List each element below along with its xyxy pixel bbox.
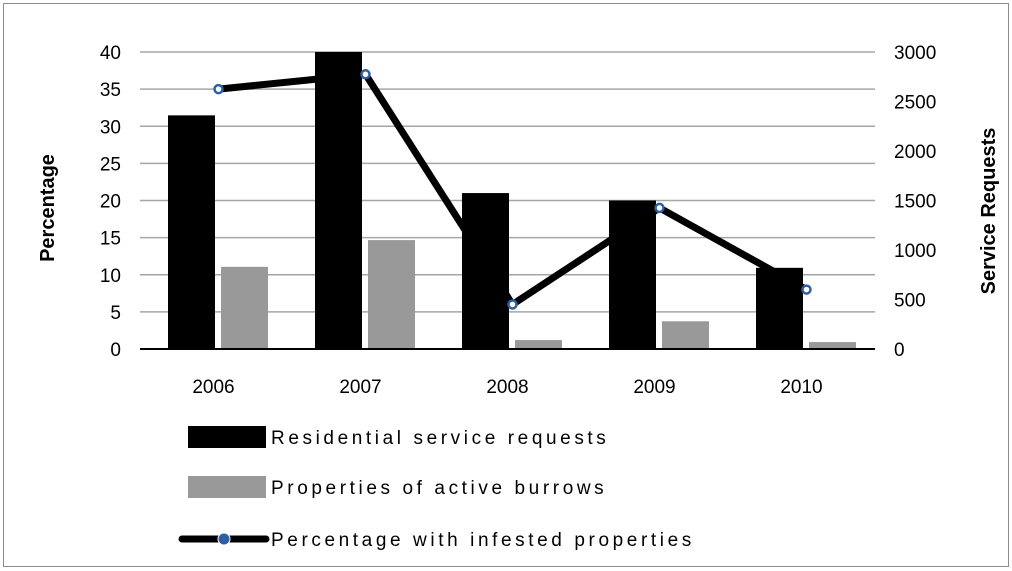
legend-label: Properties of active burrows [271,478,607,499]
y-axis-title: Percentage [37,154,59,262]
legend-swatch-service-requests [188,426,266,448]
chart-frame: 0 5 10 15 20 25 30 35 40 0 500 1000 1500 2000 2500 3000… [3,3,1009,567]
bar-active-burrows [221,266,268,349]
y2-tick-label: 2000 [894,142,936,163]
line-marker [360,69,371,80]
x-tick-label: 2009 [633,377,675,398]
bar-service-requests [168,115,215,349]
legend-label: Residential service requests [271,428,609,449]
y-tick-label: 35 [100,80,121,101]
y2-tick-label: 1000 [894,241,936,262]
line-series [213,69,812,310]
x-tick-label: 2007 [339,377,381,398]
legend-swatch-marker [217,532,231,546]
legend-swatch-active-burrows [188,476,266,498]
y-tick-label: 30 [100,117,121,138]
combo-chart: 0 5 10 15 20 25 30 35 40 0 500 1000 1500 2000 2500 3000… [37,43,1000,551]
bar-active-burrows [368,240,415,349]
y2-tick-label: 1500 [894,192,936,213]
y-tick-label: 25 [100,154,121,175]
legend: Residential service requests Properties o… [178,426,695,551]
bars [168,52,856,349]
bar-active-burrows [662,321,709,349]
y-tick-label: 10 [100,266,121,287]
bar-active-burrows [515,340,562,349]
legend-label: Percentage with infested properties [271,530,695,551]
line-marker [507,299,518,310]
y-tick-label: 20 [100,192,121,213]
y-tick-label: 40 [100,43,121,64]
x-tick-label: 2008 [486,377,528,398]
y2-tick-label: 0 [894,340,905,361]
y2-tick-label: 2500 [894,93,936,114]
line-marker [213,83,224,95]
line-marker [654,202,665,214]
x-tick-label: 2006 [192,377,234,398]
bar-service-requests [462,193,509,349]
line-marker [801,284,812,295]
y-tick-label: 0 [110,340,121,361]
line-percentage-infested [215,70,810,308]
bar-active-burrows [809,342,856,349]
y-tick-label: 5 [110,303,121,324]
y2-axis-title: Service Requests [978,128,1000,295]
y-tick-label: 15 [100,229,121,250]
axes: 0 5 10 15 20 25 30 35 40 0 500 1000 1500 2000 2500 3000… [100,43,936,398]
y2-tick-label: 500 [894,291,926,312]
bar-service-requests [315,52,362,349]
y2-tick-label: 3000 [894,43,936,64]
x-tick-label: 2010 [780,377,822,398]
